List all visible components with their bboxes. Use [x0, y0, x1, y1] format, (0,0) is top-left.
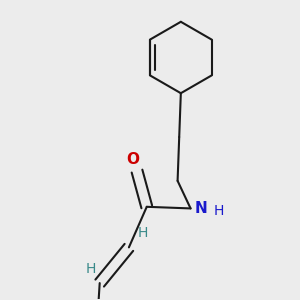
Text: H: H: [138, 226, 148, 240]
Text: O: O: [127, 152, 140, 167]
Text: H: H: [214, 204, 224, 218]
Text: H: H: [86, 262, 96, 276]
Text: N: N: [194, 201, 207, 216]
